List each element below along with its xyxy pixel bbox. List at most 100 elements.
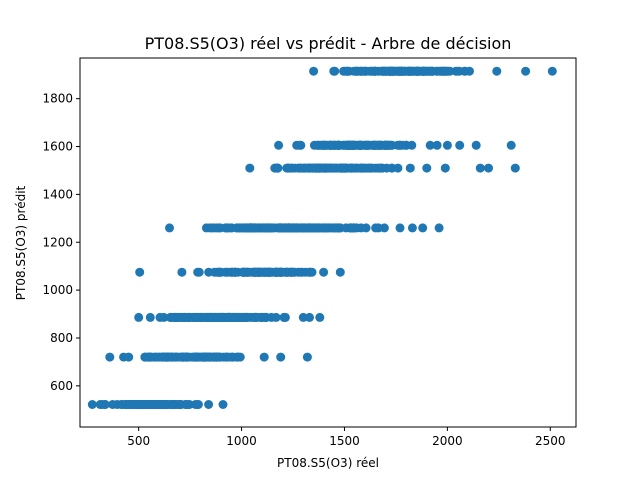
scatter-point bbox=[222, 352, 232, 362]
scatter-point bbox=[189, 352, 199, 362]
y-tick-label: 1800 bbox=[42, 92, 73, 106]
scatter-point bbox=[177, 267, 187, 277]
scatter-point bbox=[134, 312, 144, 322]
scatter-point bbox=[279, 312, 289, 322]
scatter-point bbox=[105, 352, 115, 362]
scatter-point bbox=[521, 66, 531, 76]
scatter-point bbox=[183, 400, 193, 409]
scatter-point bbox=[251, 267, 261, 277]
scatter-point bbox=[229, 267, 239, 277]
x-tick-label: 500 bbox=[127, 434, 150, 448]
scatter-point bbox=[145, 352, 155, 362]
scatter-point bbox=[142, 400, 152, 409]
scatter-point bbox=[319, 267, 329, 277]
scatter-point bbox=[305, 312, 314, 322]
scatter-point bbox=[212, 352, 222, 362]
y-tick-label: 600 bbox=[50, 379, 73, 393]
scatter-point bbox=[348, 163, 358, 173]
scatter-point bbox=[218, 400, 228, 409]
y-axis-label: PT08.S5(O3) prédit bbox=[14, 185, 28, 300]
scatter-point bbox=[315, 312, 325, 322]
scatter-point bbox=[216, 267, 226, 277]
scatter-point bbox=[108, 400, 118, 409]
scatter-point bbox=[276, 352, 286, 362]
scatter-point bbox=[175, 400, 185, 409]
scatter-point bbox=[263, 267, 273, 277]
scatter-point bbox=[273, 163, 283, 173]
scatter-point bbox=[506, 140, 516, 150]
scatter-point bbox=[204, 400, 214, 409]
scatter-point bbox=[276, 223, 286, 233]
chart-title: PT08.S5(O3) réel vs prédit - Arbre de dé… bbox=[145, 34, 512, 53]
y-tick-label: 1200 bbox=[42, 235, 73, 249]
scatter-point bbox=[255, 312, 265, 322]
scatter-point bbox=[370, 140, 380, 150]
scatter-point bbox=[305, 267, 315, 277]
scatter-point bbox=[302, 352, 312, 362]
x-tick-label: 1000 bbox=[226, 434, 257, 448]
scatter-point bbox=[442, 140, 452, 150]
scatter-point bbox=[371, 223, 381, 233]
scatter-point bbox=[484, 163, 493, 173]
x-tick-label: 2500 bbox=[535, 434, 566, 448]
scatter-point bbox=[179, 312, 189, 322]
scatter-point bbox=[328, 163, 338, 173]
scatter-point bbox=[261, 223, 271, 233]
y-tick-label: 1000 bbox=[42, 283, 73, 297]
scatter-point bbox=[355, 163, 365, 173]
scatter-point bbox=[165, 223, 174, 233]
scatter-point bbox=[321, 223, 331, 233]
scatter-point bbox=[204, 267, 214, 277]
scatter-point bbox=[193, 267, 203, 277]
scatter-point bbox=[124, 352, 134, 362]
scatter-point bbox=[201, 223, 211, 233]
scatter-point bbox=[292, 140, 302, 150]
scatter-point bbox=[471, 140, 481, 150]
scatter-point bbox=[339, 163, 348, 173]
scatter-point bbox=[445, 66, 455, 76]
scatter-point bbox=[293, 163, 303, 173]
scatter-point bbox=[332, 140, 342, 150]
scatter-point bbox=[245, 163, 255, 173]
scatter-point bbox=[398, 140, 408, 150]
scatter-point bbox=[234, 352, 244, 362]
scatter-point bbox=[238, 267, 248, 277]
x-tick-label: 2000 bbox=[432, 434, 463, 448]
scatter-point bbox=[349, 223, 358, 233]
scatter-point bbox=[160, 400, 170, 409]
scatter-point bbox=[434, 223, 444, 233]
scatter-point bbox=[298, 312, 308, 322]
y-tick-label: 1400 bbox=[42, 187, 73, 201]
scatter-point bbox=[419, 66, 429, 76]
scatter-point bbox=[305, 223, 315, 233]
scatter-point bbox=[331, 223, 341, 233]
scatter-point bbox=[383, 140, 393, 150]
scatter-point bbox=[407, 140, 417, 150]
scatter-point bbox=[329, 66, 339, 76]
scatter-point bbox=[201, 352, 211, 362]
scatter-point bbox=[215, 312, 225, 322]
scatter-point bbox=[309, 66, 319, 76]
scatter-point bbox=[259, 352, 269, 362]
scatter-point bbox=[388, 66, 398, 76]
scatter-point bbox=[347, 140, 357, 150]
scatter-point bbox=[204, 312, 214, 322]
scatter-point bbox=[167, 352, 177, 362]
scatter-point bbox=[335, 267, 345, 277]
scatter-point bbox=[222, 223, 232, 233]
scatter-point bbox=[100, 400, 110, 409]
x-axis-label: PT08.S5(O3) réel bbox=[277, 456, 379, 470]
scatter-point bbox=[309, 140, 319, 150]
y-tick-label: 1600 bbox=[42, 140, 73, 154]
scatter-point bbox=[145, 312, 155, 322]
scatter-point bbox=[223, 312, 233, 322]
scatter-point bbox=[274, 140, 284, 150]
scatter-point bbox=[382, 163, 392, 173]
scatter-point bbox=[418, 223, 428, 233]
scatter-point bbox=[136, 400, 146, 409]
scatter-point bbox=[191, 312, 201, 322]
scatter-point bbox=[364, 163, 374, 173]
scatter-point bbox=[510, 163, 520, 173]
